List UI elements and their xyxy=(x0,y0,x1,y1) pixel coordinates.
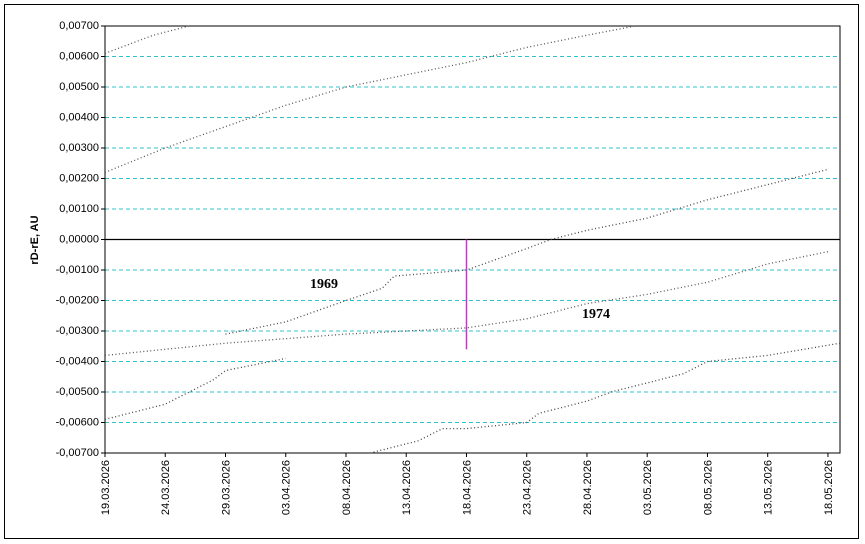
series-line xyxy=(225,168,829,335)
x-tick-label: 13.05.2026 xyxy=(763,460,775,515)
annotation: 1969 xyxy=(310,277,338,292)
y-tick-label: 0,00600 xyxy=(59,50,99,62)
y-tick-label: -0,00700 xyxy=(56,447,99,459)
x-tick-label: 08.04.2026 xyxy=(341,460,353,515)
annotation: 1974 xyxy=(582,307,610,322)
x-tick-label: 19.03.2026 xyxy=(100,460,112,515)
x-tick-label: 03.04.2026 xyxy=(281,460,293,515)
y-tick-label: 0,00400 xyxy=(59,111,99,123)
x-tick-label: 23.04.2026 xyxy=(522,460,534,515)
y-tick-label: -0,00500 xyxy=(56,386,99,398)
x-tick-label: 18.05.2026 xyxy=(823,460,835,515)
x-tick-label: 28.04.2026 xyxy=(582,460,594,515)
y-axis-label: rD-rE, AU xyxy=(29,215,41,264)
plot-area xyxy=(104,25,841,454)
series-line xyxy=(104,357,286,421)
y-tick-label: -0,00400 xyxy=(56,355,99,367)
y-tick-label: 0,00000 xyxy=(59,233,99,245)
y-tick-label: 0,00200 xyxy=(59,172,99,184)
y-tick-label: -0,00100 xyxy=(56,264,99,276)
x-tick-label: 08.05.2026 xyxy=(702,460,714,515)
x-tick-label: 24.03.2026 xyxy=(160,460,172,515)
x-tick-label: 13.04.2026 xyxy=(401,460,413,515)
y-tick-label: 0,00500 xyxy=(59,81,99,93)
y-tick-label: -0,00300 xyxy=(56,325,99,337)
y-tick-label: -0,00200 xyxy=(56,294,99,306)
x-tick-label: 18.04.2026 xyxy=(461,460,473,515)
chart-frame xyxy=(4,4,859,539)
series-line xyxy=(369,342,841,454)
y-tick-label: 0,00700 xyxy=(59,20,99,32)
y-tick-label: 0,00100 xyxy=(59,203,99,215)
x-tick-label: 29.03.2026 xyxy=(220,460,232,515)
x-tick-label: 03.05.2026 xyxy=(642,460,654,515)
series-line xyxy=(104,25,190,55)
y-tick-label: -0,00600 xyxy=(56,416,99,428)
y-tick-label: 0,00300 xyxy=(59,142,99,154)
